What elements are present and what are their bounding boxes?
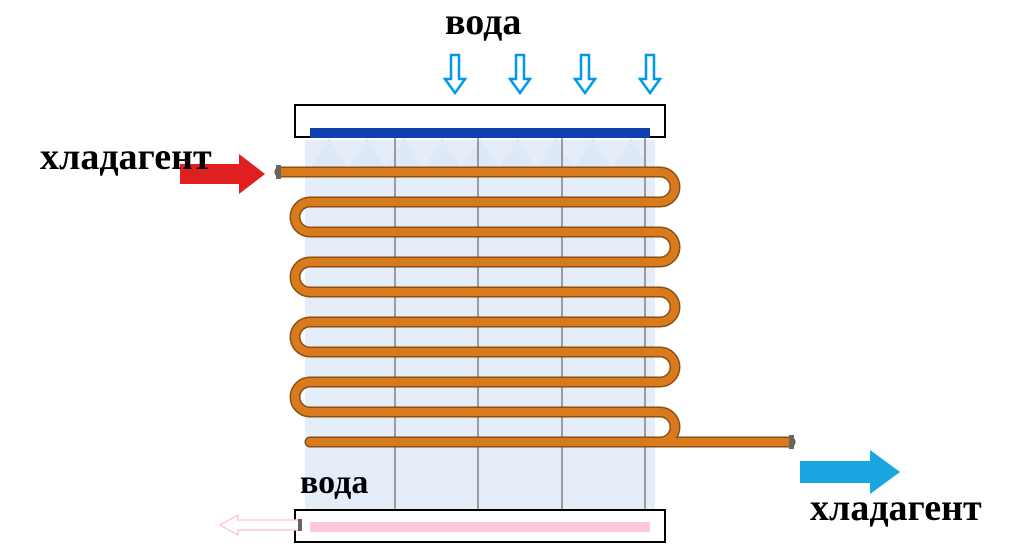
label-refrigerant-out: хладагент: [810, 486, 982, 530]
label-water-bottom: вода: [300, 464, 368, 502]
evaporative-condenser-diagram: [0, 0, 1024, 554]
label-refrigerant-in: хладагент: [40, 135, 212, 179]
label-water-top: вода: [445, 0, 521, 44]
